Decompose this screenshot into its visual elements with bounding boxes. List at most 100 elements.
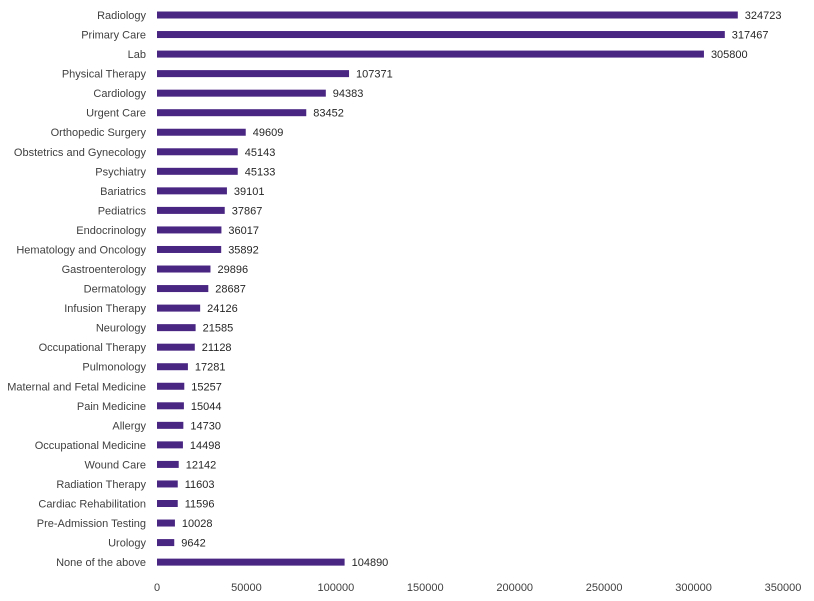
category-label-allergy: Allergy bbox=[112, 420, 146, 432]
bar-primary-care bbox=[157, 31, 725, 39]
value-label-pulmonology: 17281 bbox=[195, 362, 226, 374]
category-label-pulmonology: Pulmonology bbox=[82, 362, 146, 374]
category-label-neurology: Neurology bbox=[96, 323, 147, 335]
x-tick-label-300000: 300000 bbox=[675, 582, 712, 594]
bar-cardiology bbox=[157, 89, 326, 97]
value-label-urology: 9642 bbox=[181, 538, 205, 550]
bar-hematology-and-oncology bbox=[157, 245, 222, 253]
category-labels-group: Radiology Primary Care Lab Physical Therapy… bbox=[7, 10, 146, 569]
category-label-pre-admission-testing: Pre-Admission Testing bbox=[37, 518, 146, 530]
value-label-wound-care: 12142 bbox=[186, 459, 217, 471]
bar-neurology bbox=[157, 324, 196, 332]
category-label-obstetrics-and-gynecology: Obstetrics and Gynecology bbox=[14, 147, 147, 159]
value-label-urgent-care: 83452 bbox=[313, 108, 344, 120]
category-label-maternal-and-fetal-medicine: Maternal and Fetal Medicine bbox=[7, 381, 146, 393]
value-label-cardiac-rehabilitation: 11596 bbox=[185, 499, 215, 511]
value-label-occupational-therapy: 21128 bbox=[202, 342, 232, 354]
category-label-pain-medicine: Pain Medicine bbox=[77, 401, 146, 413]
value-label-orthopedic-surgery: 49609 bbox=[253, 127, 284, 139]
value-label-cardiology: 94383 bbox=[333, 88, 364, 100]
bar-pain-medicine bbox=[157, 402, 184, 410]
category-label-radiology: Radiology bbox=[97, 10, 146, 22]
bar-obstetrics-and-gynecology bbox=[157, 148, 238, 156]
bar-psychiatry bbox=[157, 167, 238, 175]
bar-radiation-therapy bbox=[157, 480, 178, 488]
value-label-dermatology: 28687 bbox=[215, 284, 246, 296]
value-label-bariatrics: 39101 bbox=[234, 186, 265, 198]
category-label-primary-care: Primary Care bbox=[81, 30, 146, 42]
value-label-lab: 305800 bbox=[711, 49, 748, 61]
category-label-dermatology: Dermatology bbox=[84, 284, 147, 296]
value-label-primary-care: 317467 bbox=[732, 30, 769, 42]
bar-occupational-therapy bbox=[157, 343, 195, 351]
value-label-obstetrics-and-gynecology: 45143 bbox=[245, 147, 276, 159]
x-tick-label-250000: 250000 bbox=[586, 582, 623, 594]
value-label-pre-admission-testing: 10028 bbox=[182, 518, 213, 530]
category-label-physical-therapy: Physical Therapy bbox=[62, 69, 147, 81]
bar-endocrinology bbox=[157, 226, 222, 234]
value-label-allergy: 14730 bbox=[190, 420, 221, 432]
x-tick-label-50000: 50000 bbox=[231, 582, 262, 594]
category-label-bariatrics: Bariatrics bbox=[100, 186, 146, 198]
value-label-hematology-and-oncology: 35892 bbox=[228, 244, 259, 256]
x-tick-label-100000: 100000 bbox=[317, 582, 354, 594]
x-tick-label-0: 0 bbox=[154, 582, 160, 594]
value-label-none-of-the-above: 104890 bbox=[352, 557, 389, 569]
bar-urology bbox=[157, 539, 175, 547]
category-label-infusion-therapy: Infusion Therapy bbox=[64, 303, 146, 315]
bar-orthopedic-surgery bbox=[157, 128, 246, 136]
bar-gastroenterology bbox=[157, 265, 211, 273]
category-label-lab: Lab bbox=[128, 49, 146, 61]
category-label-pediatrics: Pediatrics bbox=[98, 205, 147, 217]
category-label-endocrinology: Endocrinology bbox=[76, 225, 146, 237]
value-label-pain-medicine: 15044 bbox=[191, 401, 222, 413]
bar-cardiac-rehabilitation bbox=[157, 500, 178, 507]
category-label-none-of-the-above: None of the above bbox=[56, 557, 146, 569]
value-label-occupational-medicine: 14498 bbox=[190, 440, 221, 452]
value-label-endocrinology: 36017 bbox=[228, 225, 259, 237]
category-label-urology: Urology bbox=[108, 538, 146, 550]
bar-dermatology bbox=[157, 285, 209, 293]
bar-allergy bbox=[157, 421, 184, 429]
bar-maternal-and-fetal-medicine bbox=[157, 382, 185, 390]
value-label-psychiatry: 45133 bbox=[245, 166, 276, 178]
bar-wound-care bbox=[157, 460, 179, 468]
bar-none-of-the-above bbox=[157, 558, 345, 566]
category-label-occupational-therapy: Occupational Therapy bbox=[39, 342, 147, 354]
category-label-urgent-care: Urgent Care bbox=[86, 108, 146, 120]
bar-pre-admission-testing bbox=[157, 519, 175, 527]
x-tick-label-350000: 350000 bbox=[765, 582, 802, 594]
bar-occupational-medicine bbox=[157, 441, 183, 449]
x-axis-tick-labels: 0 50000 100000 150000 200000 250000 300000 3500… bbox=[154, 582, 801, 594]
category-label-gastroenterology: Gastroenterology bbox=[62, 264, 147, 276]
bar-radiology bbox=[157, 11, 738, 19]
bar-pulmonology bbox=[157, 363, 188, 371]
bar-pediatrics bbox=[157, 206, 225, 214]
category-label-wound-care: Wound Care bbox=[84, 459, 146, 471]
category-label-cardiology: Cardiology bbox=[93, 88, 146, 100]
category-label-radiation-therapy: Radiation Therapy bbox=[56, 479, 146, 491]
value-label-neurology: 21585 bbox=[203, 323, 234, 335]
value-labels-group: 324723 317467 305800 107371 94383 83452 49609 4… bbox=[181, 10, 781, 569]
value-label-gastroenterology: 29896 bbox=[217, 264, 248, 276]
bar-lab bbox=[157, 50, 704, 58]
value-label-maternal-and-fetal-medicine: 15257 bbox=[191, 381, 222, 393]
value-label-infusion-therapy: 24126 bbox=[207, 303, 238, 315]
bar-physical-therapy bbox=[157, 70, 350, 78]
bar-infusion-therapy bbox=[157, 304, 201, 312]
value-label-pediatrics: 37867 bbox=[232, 205, 263, 217]
value-label-radiation-therapy: 11603 bbox=[185, 479, 215, 491]
category-label-cardiac-rehabilitation: Cardiac Rehabilitation bbox=[38, 499, 146, 511]
category-label-hematology-and-oncology: Hematology and Oncology bbox=[16, 244, 146, 256]
value-label-physical-therapy: 107371 bbox=[356, 69, 393, 81]
category-label-psychiatry: Psychiatry bbox=[95, 166, 146, 178]
category-label-orthopedic-surgery: Orthopedic Surgery bbox=[51, 127, 147, 139]
value-label-radiology: 324723 bbox=[745, 10, 782, 22]
bar-urgent-care bbox=[157, 109, 307, 117]
bars-group bbox=[157, 11, 738, 566]
x-tick-label-150000: 150000 bbox=[407, 582, 444, 594]
x-tick-label-200000: 200000 bbox=[496, 582, 533, 594]
bar-bariatrics bbox=[157, 187, 227, 195]
category-label-occupational-medicine: Occupational Medicine bbox=[35, 440, 146, 452]
